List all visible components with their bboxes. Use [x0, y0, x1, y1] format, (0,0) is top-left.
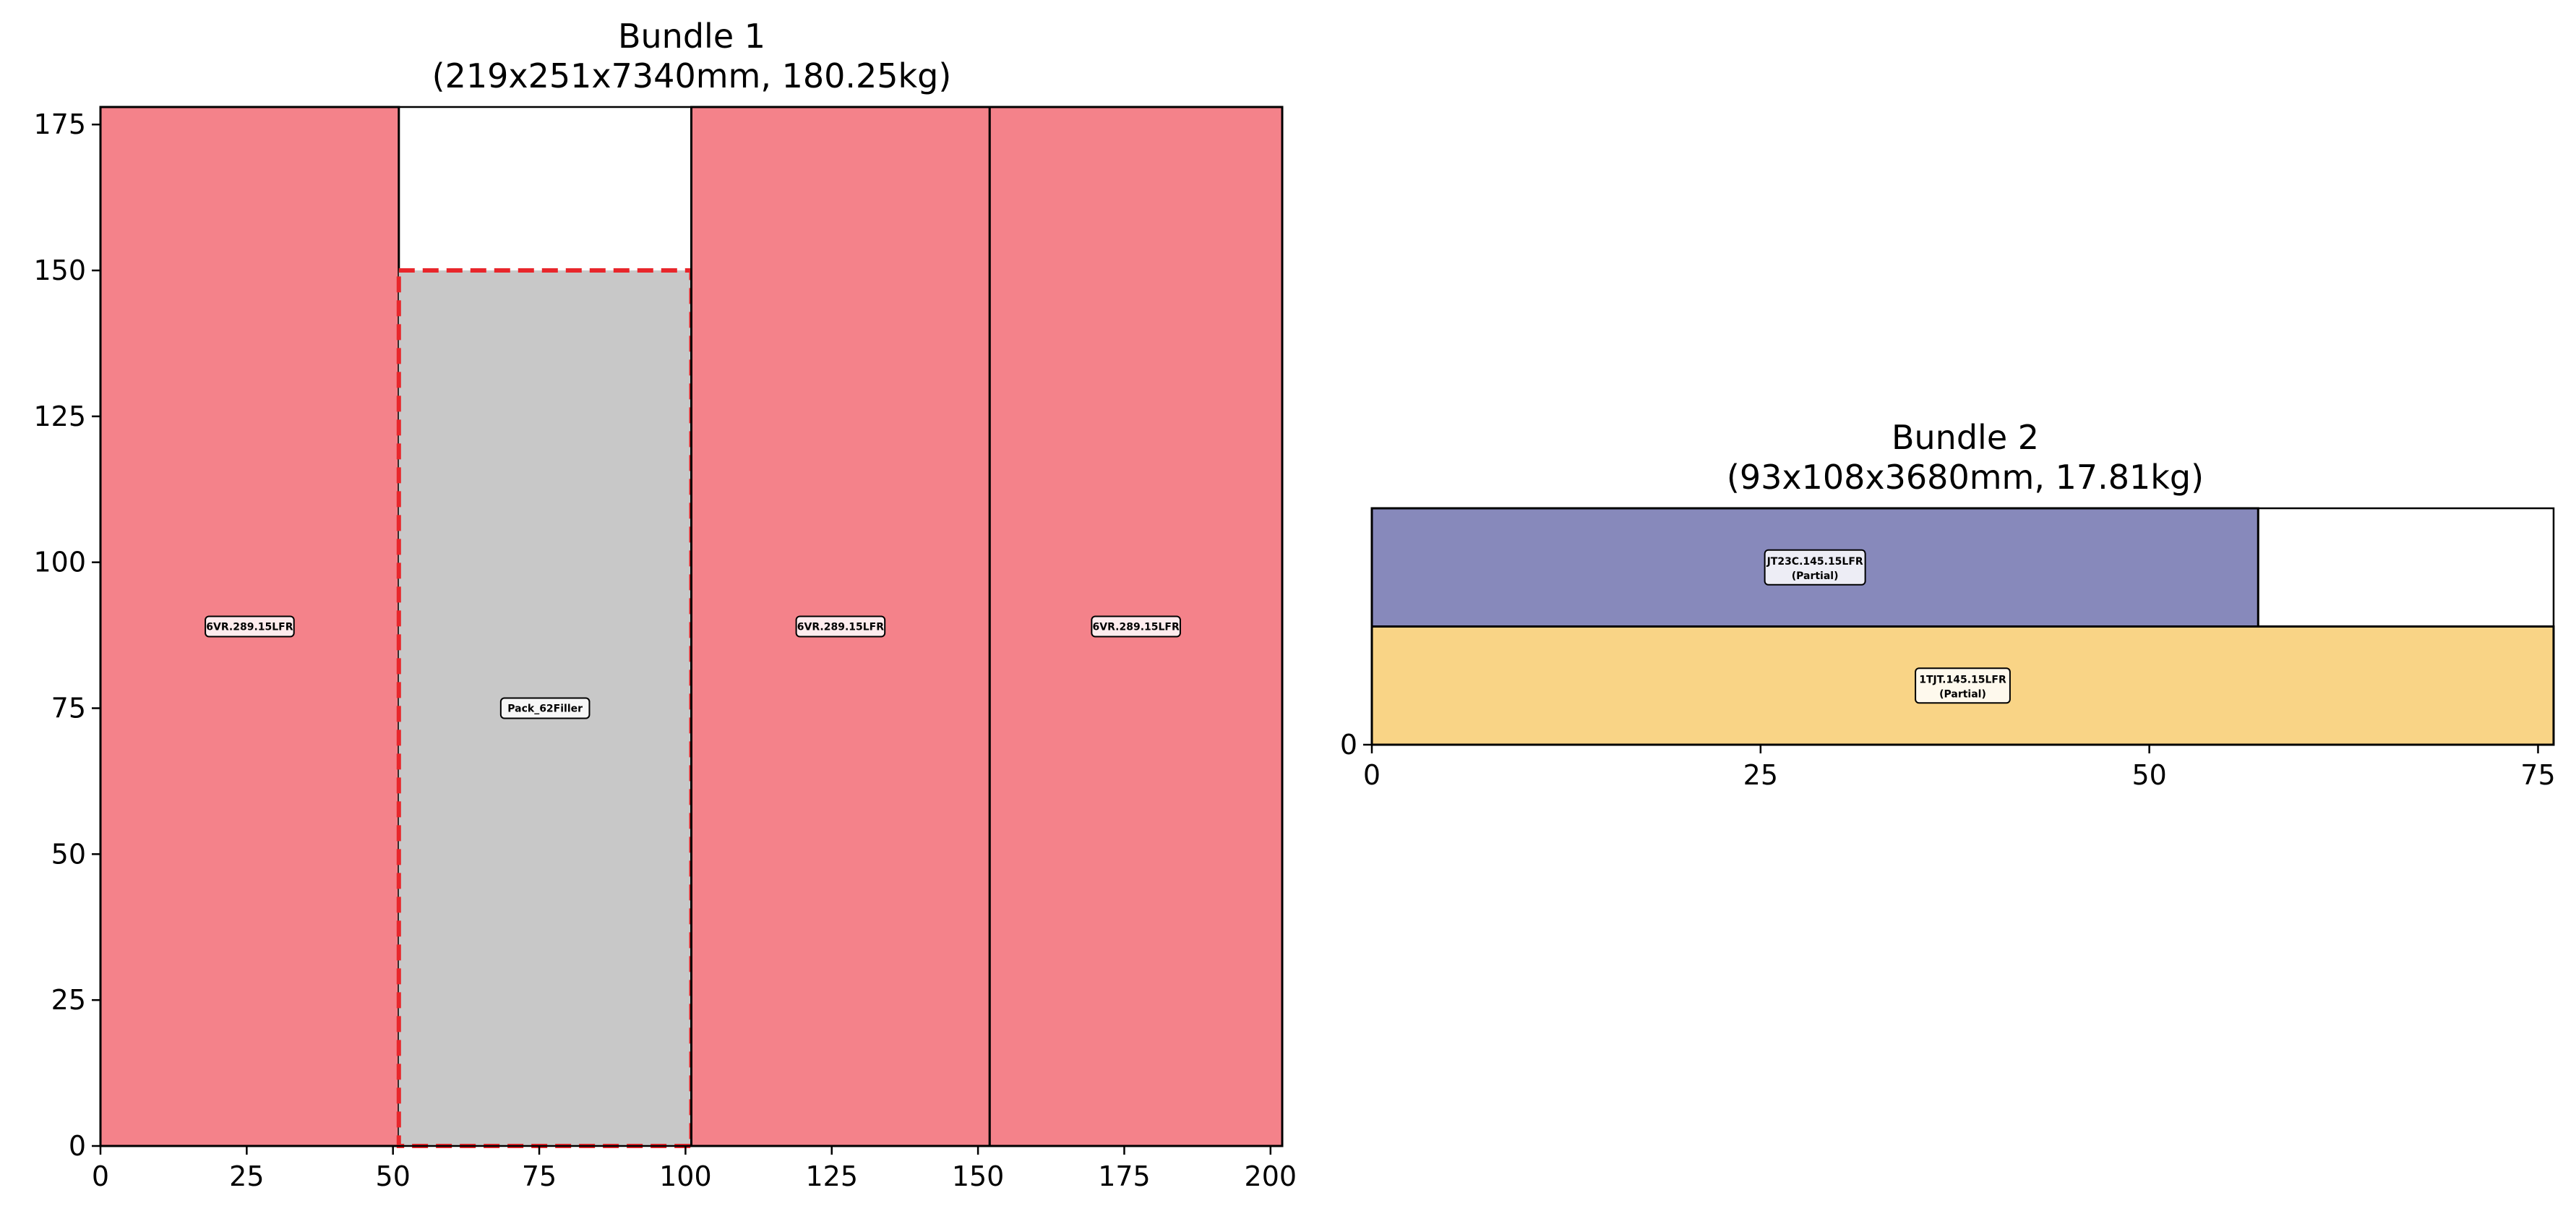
bundle-1-item-label: 6VR.289.15LFR: [797, 622, 884, 633]
bundle-1-y-tick-label: 150: [33, 255, 86, 286]
bundle-1-x-tick-label: 150: [952, 1160, 1005, 1192]
bundle-2-x-tick-label: 75: [2520, 759, 2555, 791]
bundle-1-y-tick-label: 75: [51, 693, 86, 724]
bundle-1-x-tick-label: 200: [1245, 1160, 1297, 1192]
bundle-1-y-tick-label: 125: [33, 401, 86, 432]
bundle-1-item-label: 6VR.289.15LFR: [206, 622, 293, 633]
bundle-2-item-label-box: [1915, 667, 2011, 704]
bundle-1-item-label-box: [1091, 615, 1181, 638]
bundle-1-y-tick-label: 50: [51, 838, 86, 870]
bundle-2-item-label-box: [1764, 549, 1866, 586]
bundle-2-item-sublabel: (Partial): [1939, 688, 1986, 700]
bundle-1-subtitle: (219x251x7340mm, 180.25kg): [432, 56, 952, 95]
bundle-1-y-tick-label: 0: [69, 1130, 86, 1162]
bundle-1-title: Bundle 1: [618, 17, 765, 56]
bundle-1-item-label: Pack_62Filler: [507, 703, 583, 715]
bundle-1-item-rect: [99, 106, 400, 1147]
bundle-2-subtitle: (93x108x3680mm, 17.81kg): [1727, 458, 2204, 497]
bundle-1-item-label-box: [795, 615, 886, 638]
bundle-1-x-tick-label: 25: [229, 1160, 264, 1192]
bundle-2-x-tick-label: 0: [1363, 759, 1381, 791]
bundle-1-chart: Bundle 1 (219x251x7340mm, 180.25kg) 6VR.…: [33, 17, 1297, 1192]
bundle-1-x-tick-label: 175: [1098, 1160, 1151, 1192]
bundle-1-x-tick-label: 0: [92, 1160, 109, 1192]
bundle-1-plot-area: 6VR.289.15LFR Pack_62Filler 6VR.289.15LFR 6…: [33, 106, 1297, 1192]
bundle-1-y-tick-label: 25: [51, 984, 86, 1016]
bundle-1-item-label-box: [499, 697, 591, 719]
bundle-2-plot-area: 1TJT.145.15LFR (Partial) JT23C.145.15LFR (P…: [1340, 507, 2556, 791]
bundle-2-x-tick-label: 50: [2131, 759, 2166, 791]
bundle-2-chart: Bundle 2 (93x108x3680mm, 17.81kg) 1TJT.1…: [1340, 418, 2556, 791]
bundle-1-item-label-box: [205, 615, 295, 638]
bundle-2-title: Bundle 2: [1892, 418, 2039, 457]
bundle-1-y-tick-label: 175: [33, 108, 86, 140]
bundle-2-item-label: 1TJT.145.15LFR: [1919, 674, 2006, 685]
bundle-1-axes-frame: [99, 106, 1284, 1147]
bundle-2-y-tick-label: 0: [1340, 729, 1357, 761]
bundle-2-item-sublabel: (Partial): [1792, 570, 1839, 582]
bundle-2-item-label: JT23C.145.15LFR: [1766, 556, 1863, 568]
bundle-1-x-tick-label: 100: [659, 1160, 712, 1192]
bundle-1-x-tick-label: 50: [376, 1160, 411, 1192]
bundle-1-y-tick-label: 100: [33, 547, 86, 578]
bundle-1-x-tick-label: 75: [522, 1160, 557, 1192]
bundle-2-x-tick-label: 25: [1743, 759, 1778, 791]
bundle-1-x-tick-label: 125: [805, 1160, 858, 1192]
bundle-1-item-label: 6VR.289.15LFR: [1093, 622, 1180, 633]
bundle-2-axes-frame: [1370, 507, 2555, 746]
